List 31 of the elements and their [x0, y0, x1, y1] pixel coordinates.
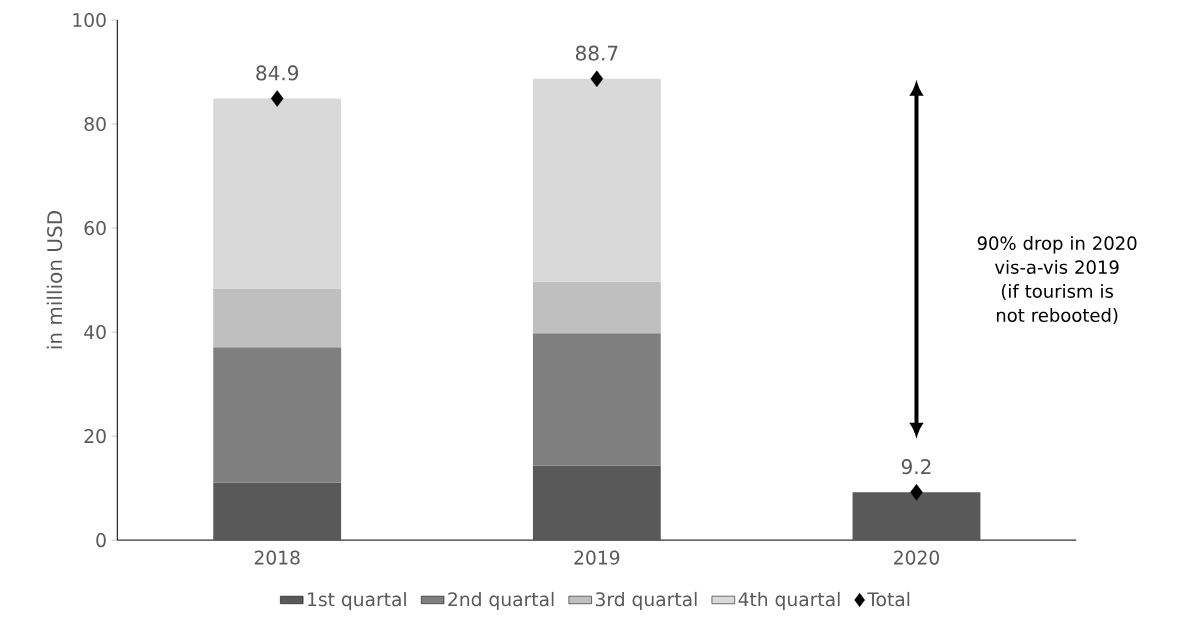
legend-label: 1st quartal [308, 591, 406, 610]
point [910, 483, 923, 501]
y-tick-label: 0 [96, 533, 106, 548]
y-tick-label: 80 [84, 116, 106, 132]
y-tick-label: 20 [84, 428, 106, 444]
bar [213, 482, 342, 541]
x-tick-label: 2019 [574, 550, 620, 565]
y-axis-title: in million USD [46, 210, 63, 349]
legend-label: 3rd quartal [595, 591, 697, 610]
y-tick-label: 60 [84, 220, 106, 236]
x-tick-label: 2020 [894, 550, 939, 565]
data-label: 88.7 [575, 45, 618, 61]
bar [532, 78, 661, 282]
bar [213, 347, 342, 483]
y-tick-label: 100 [73, 12, 106, 27]
x-tick-label: 2018 [254, 550, 300, 565]
bar [213, 98, 342, 289]
bar [213, 288, 342, 348]
bar [532, 333, 661, 466]
bar [532, 281, 661, 334]
legend-label: 2nd quartal [448, 591, 554, 610]
data-label: 9.2 [901, 459, 931, 475]
legend-label: Total [867, 591, 910, 607]
bar [852, 492, 981, 541]
point [590, 70, 604, 87]
point [270, 90, 284, 107]
legend-label: 4th quartal [738, 591, 840, 610]
annotation: 90% drop in 2020 vis-a-vis 2019 (if tourism is not rebooted) [977, 235, 1137, 325]
bar [532, 465, 661, 541]
y-tick-label: 40 [84, 324, 106, 340]
data-label: 84.9 [256, 65, 299, 81]
